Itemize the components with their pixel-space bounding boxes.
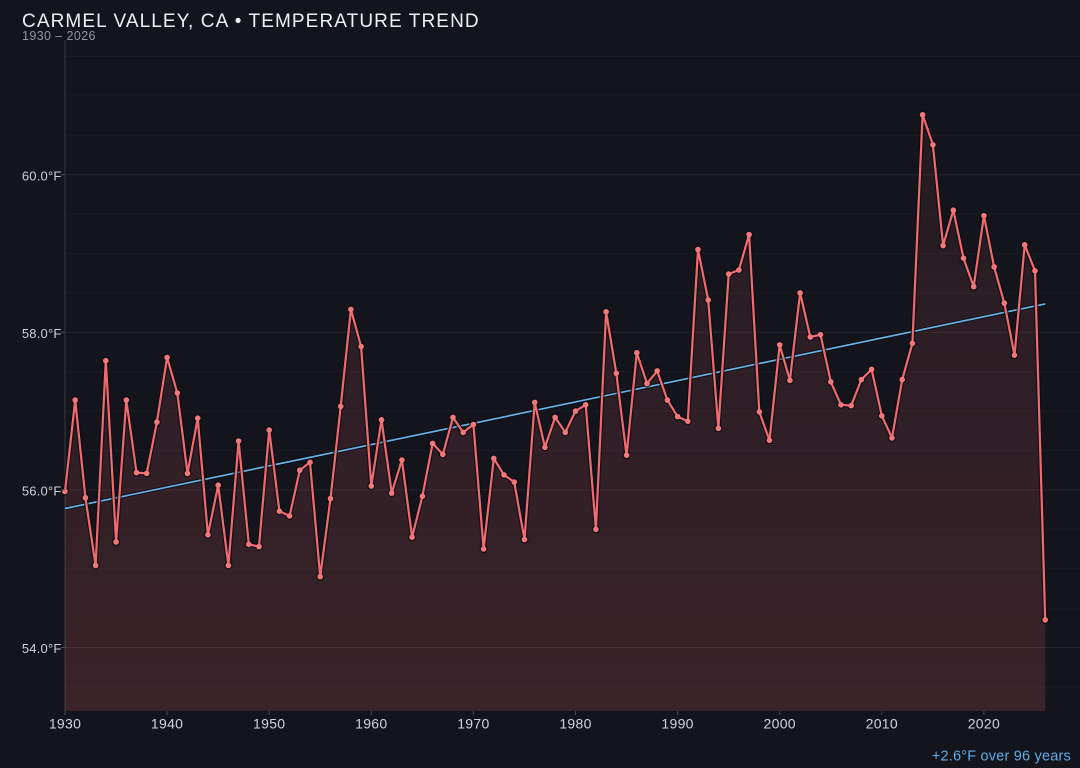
svg-text:1950: 1950 [253, 716, 285, 732]
svg-text:1970: 1970 [457, 716, 489, 732]
svg-text:1930 – 2026: 1930 – 2026 [22, 29, 96, 43]
svg-text:1960: 1960 [355, 716, 387, 732]
svg-text:1940: 1940 [151, 716, 183, 732]
svg-text:2000: 2000 [764, 716, 796, 732]
svg-text:58.0°F: 58.0°F [22, 326, 62, 341]
svg-text:+2.6°F over 96 years: +2.6°F over 96 years [932, 749, 1071, 765]
svg-text:1990: 1990 [661, 716, 693, 732]
svg-text:54.0°F: 54.0°F [22, 641, 62, 656]
svg-text:CARMEL VALLEY, CA • TEMPERATUR: CARMEL VALLEY, CA • TEMPERATURE TREND [22, 11, 480, 32]
svg-text:60.0°F: 60.0°F [22, 168, 62, 183]
svg-text:2020: 2020 [968, 716, 1000, 732]
svg-text:56.0°F: 56.0°F [22, 484, 62, 499]
svg-text:2010: 2010 [866, 716, 898, 732]
svg-text:1930: 1930 [49, 716, 81, 732]
svg-text:1980: 1980 [559, 716, 591, 732]
